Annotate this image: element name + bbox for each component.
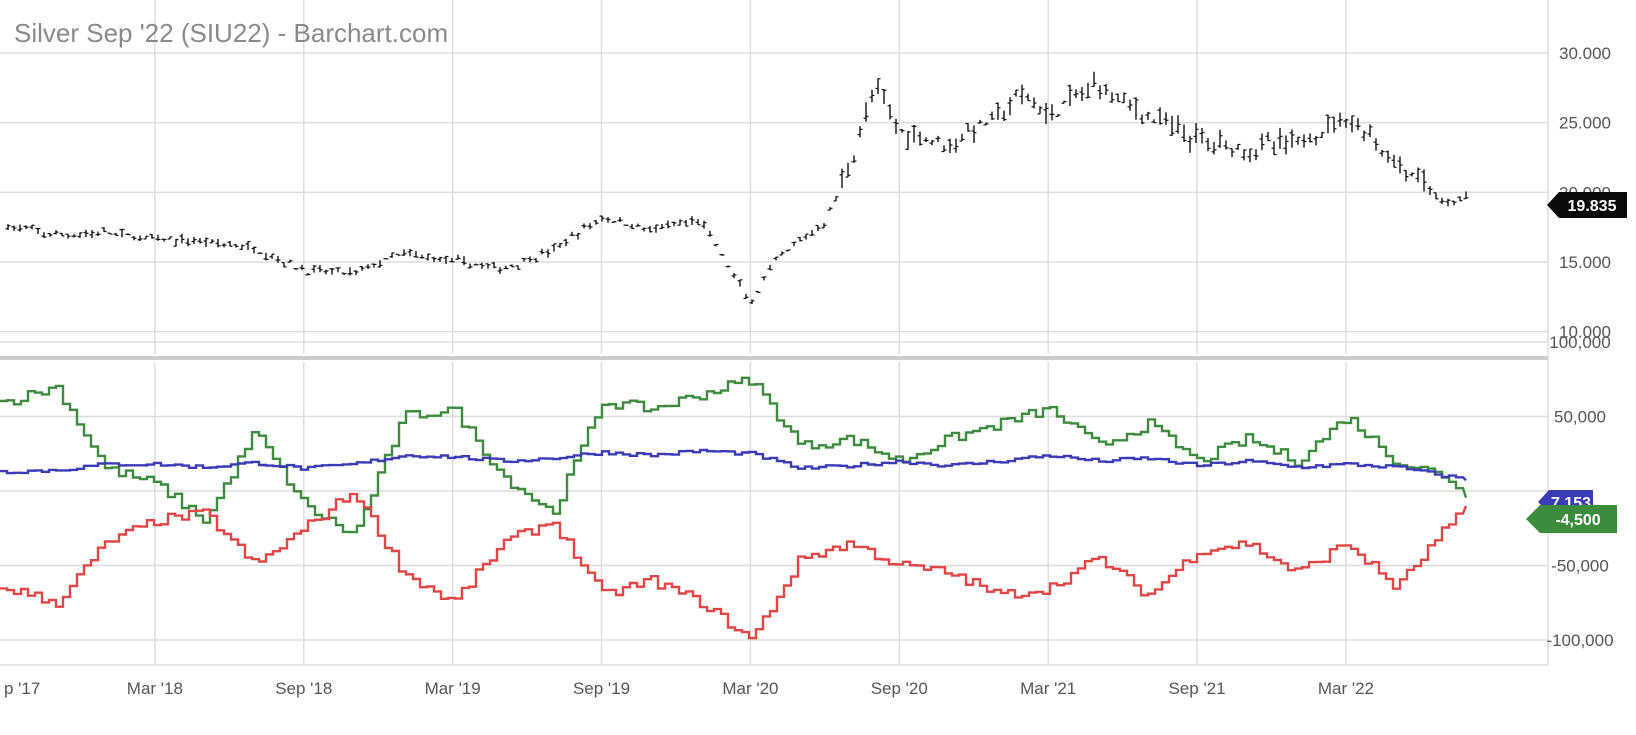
red-positions-line — [0, 492, 1468, 640]
price-tick-label: 15.000 — [1559, 253, 1611, 272]
price-ohlc-series — [5, 71, 1469, 304]
time-tick-label: Sep '20 — [871, 679, 928, 698]
time-tick-label: Mar '22 — [1318, 679, 1374, 698]
price-panel-grid — [0, 0, 1549, 665]
time-tick-label: Sep '18 — [275, 679, 332, 698]
time-tick-label: Mar '18 — [127, 679, 183, 698]
blue-positions-line — [0, 448, 1467, 482]
price-tick-label: 25.000 — [1559, 114, 1611, 133]
price-tick-label: 30.000 — [1559, 44, 1611, 63]
time-tick-label: p '17 — [4, 679, 40, 698]
series-green-badge: -4,500 — [1526, 505, 1617, 533]
positions-tick-label: 100,000 — [1549, 333, 1610, 352]
cot-panel-grid — [0, 341, 1548, 666]
last-price-label: 19.835 — [1568, 198, 1617, 215]
chart-title: Silver Sep '22 (SIU22) - Barchart.com — [14, 18, 448, 48]
positions-series — [0, 376, 1468, 640]
time-tick-label: Mar '19 — [425, 679, 481, 698]
green-positions-line — [0, 376, 1468, 534]
price-tick-label: 10.000 — [1559, 323, 1611, 342]
time-tick-label: Mar '20 — [722, 679, 778, 698]
positions-tick-label: -50,000 — [1551, 557, 1609, 576]
time-tick-label: Sep '21 — [1168, 679, 1225, 698]
last-price-badge: 19.835 — [1547, 192, 1627, 218]
time-tick-label: Mar '21 — [1020, 679, 1076, 698]
time-tick-label: Sep '19 — [573, 679, 630, 698]
positions-tick-label: 50,000 — [1554, 408, 1606, 427]
positions-axis-ticks: 100,000 50,000 -50,000 -100,000 — [1546, 333, 1613, 650]
time-axis-ticks: p '17 Mar '18 Sep '18 Mar '19 Sep '19 Mar '20… — [4, 679, 1374, 698]
positions-tick-label: -100,000 — [1546, 631, 1613, 650]
series-green-last-label: -4,500 — [1555, 512, 1600, 529]
